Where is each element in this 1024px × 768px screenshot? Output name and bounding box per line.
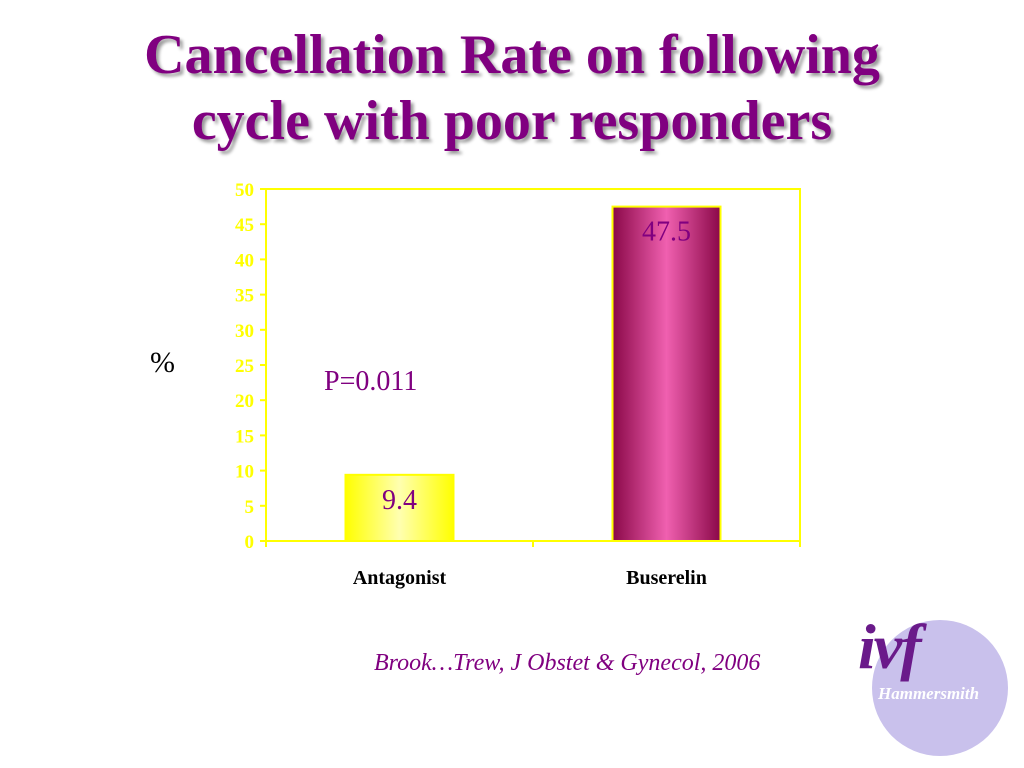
y-axis: 0 5 10 15 20 25 30 35 40 45 50	[235, 180, 267, 553]
y-tick-label: 5	[245, 497, 255, 518]
logo-wordmark: ivf	[858, 611, 921, 682]
y-tick-label: 45	[235, 215, 254, 236]
title-line-2: cycle with poor responders	[191, 90, 833, 152]
y-tick-label: 0	[245, 532, 255, 553]
slide-title: Cancellation Rate on following cycle wit…	[0, 22, 1024, 154]
logo-subtitle: Hammersmith	[878, 684, 980, 703]
y-tick-label: 50	[235, 180, 254, 201]
y-tick-label: 40	[235, 250, 254, 271]
y-tick-label: 10	[235, 462, 254, 483]
citation-text: Brook…Trew, J Obstet & Gynecol, 2006	[374, 650, 761, 676]
ivf-hammersmith-logo	[872, 620, 1008, 756]
bar-antagonist	[344, 473, 455, 543]
p-value-annotation: P=0.011	[324, 366, 418, 397]
y-tick-label: 35	[235, 286, 254, 307]
bar-buserelin	[611, 205, 722, 542]
data-label: 9.4	[382, 485, 417, 516]
y-tick-label: 30	[235, 321, 254, 342]
title-line-1: Cancellation Rate on following	[144, 24, 880, 86]
data-label: 47.5	[642, 217, 691, 248]
y-tick-label: 25	[235, 356, 254, 377]
y-axis-unit-label: %	[150, 346, 175, 379]
x-tick-label: Antagonist	[353, 567, 447, 589]
bar-series: 9.4 Antagonist 47.5 Buserelin	[344, 205, 722, 589]
x-tick-label: Buserelin	[626, 567, 707, 589]
y-tick-label: 20	[235, 391, 254, 412]
y-tick-label: 15	[235, 426, 254, 447]
